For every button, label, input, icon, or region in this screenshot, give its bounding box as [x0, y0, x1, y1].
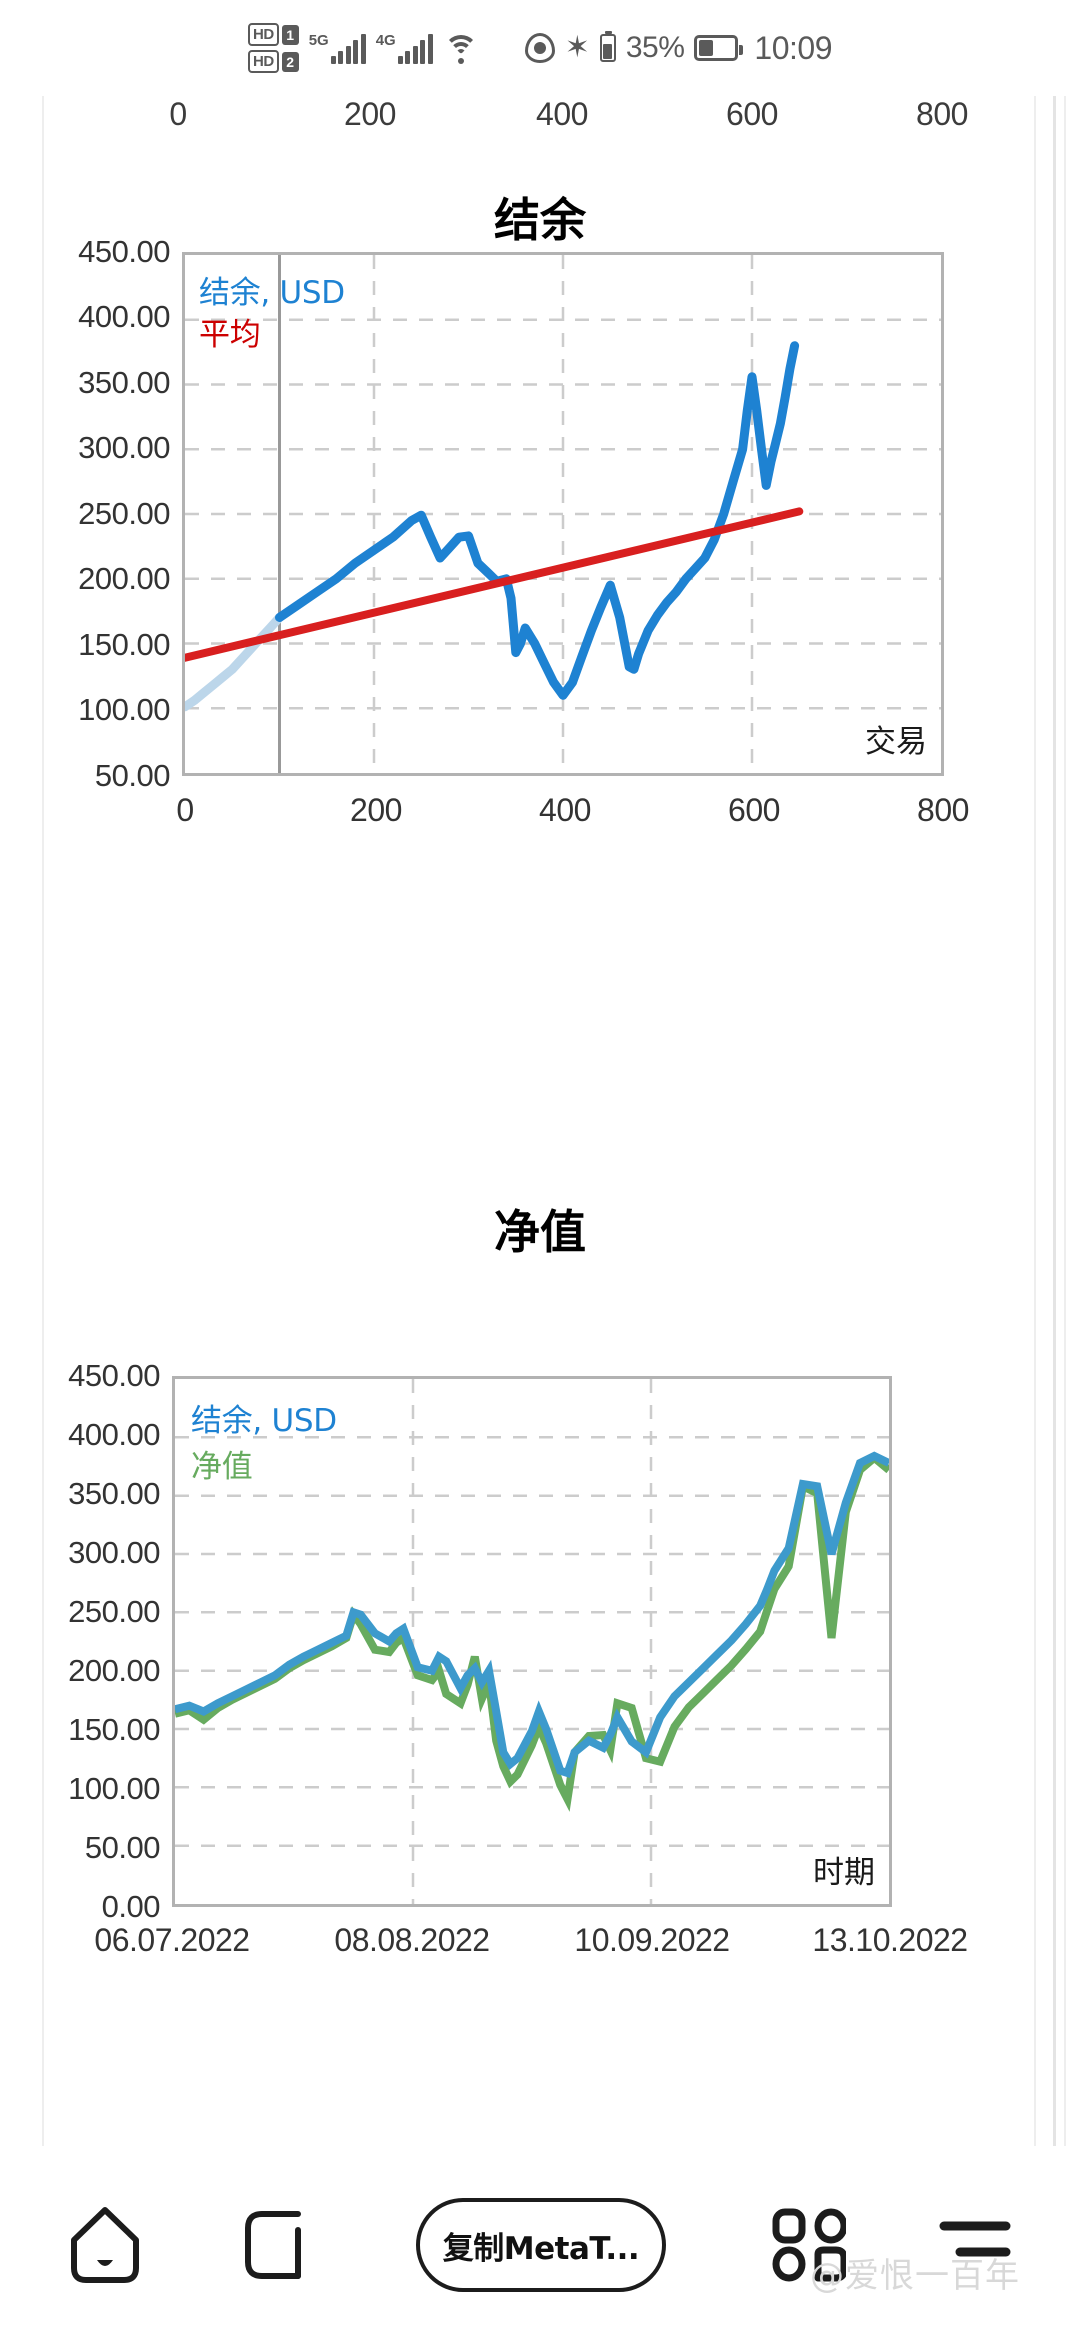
equity-chart-title: 净值: [494, 1205, 586, 1259]
x-tick-label: 600: [728, 792, 780, 828]
page-right-rule-2: [1064, 96, 1066, 2156]
balance-chart: 结余 450.00 400.00 350.00 300.00 250.00 20…: [0, 140, 1080, 1180]
equity-chart: 净值 450.00 400.00 350.00 300.00 250.00 20…: [0, 1196, 1080, 2156]
clipped-axis-tick: 800: [916, 96, 968, 132]
equity-plot-area[interactable]: 结余, USD 净值 时期: [172, 1376, 892, 1907]
report-page: 0 200 400 600 800 结余 450.00 400.00 350.0…: [0, 96, 1080, 2246]
sim1-number: 1: [281, 24, 299, 45]
y-tick-label: 350.00: [78, 365, 170, 400]
eye-comfort-icon: [524, 33, 555, 63]
vertical-gridlines: [411, 1379, 653, 1904]
battery-percent-label: 35%: [625, 31, 685, 64]
x-tick-label: 08.08.2022: [334, 1922, 490, 1958]
balance-history-line: [185, 613, 284, 712]
y-tick-label: 300.00: [68, 1535, 160, 1570]
clock-label: 10:09: [754, 29, 832, 66]
y-tick-label: 100.00: [78, 692, 170, 727]
y-tick-label: 400.00: [68, 1417, 160, 1452]
y-tick-label: 150.00: [78, 627, 170, 662]
x-tick-label: 800: [917, 792, 969, 828]
y-tick-label: 450.00: [78, 234, 170, 269]
signal-bars-4g-icon: 4G: [376, 33, 433, 64]
equity-plot-svg: [175, 1379, 889, 1904]
signal-strength-bars-1: [330, 33, 366, 64]
balance-line: [175, 1451, 889, 1779]
balance-line: [275, 341, 800, 700]
page-scrollbar[interactable]: [1053, 96, 1056, 2156]
x-tick-label: 0: [176, 792, 194, 828]
y-tick-label: 400.00: [78, 299, 170, 334]
sim2-number: 2: [281, 51, 299, 72]
clipped-axis-tick: 0: [169, 96, 187, 132]
home-icon[interactable]: [70, 2206, 140, 2284]
battery-small-icon: [599, 31, 616, 62]
y-tick-label: 250.00: [68, 1594, 160, 1629]
x-tick-label: 400: [539, 792, 591, 828]
status-bar: HD 1 HD 2 5G 4G ✶ 35% 10:09: [0, 0, 1080, 96]
y-tick-label: 0.00: [101, 1889, 161, 1924]
legend-average: 平均: [199, 317, 261, 353]
back-icon[interactable]: [242, 2208, 308, 2282]
average-trend-line: [185, 507, 804, 662]
y-tick-label: 250.00: [78, 496, 170, 531]
y-tick-label: 350.00: [68, 1476, 160, 1511]
y-tick-label: 100.00: [68, 1771, 160, 1806]
network-type-4g-label: 4G: [375, 31, 396, 49]
hd-sim2-icon: HD: [248, 50, 279, 73]
y-tick-label: 200.00: [78, 561, 170, 596]
y-tick-label: 300.00: [78, 430, 170, 465]
network-type-5g-label: 5G: [308, 31, 329, 49]
balance-plot-svg: [185, 255, 941, 773]
page-right-rule-1: [1034, 96, 1036, 2156]
clipped-axis-tick: 200: [344, 96, 396, 132]
equity-line: [175, 1452, 889, 1812]
balance-chart-title: 结余: [494, 193, 586, 247]
y-tick-label: 450.00: [68, 1358, 160, 1393]
horizontal-gridlines: [185, 318, 941, 710]
battery-icon: [694, 35, 744, 61]
page-left-rule: [42, 96, 44, 2156]
horizontal-gridlines: [175, 1436, 889, 1847]
signal-strength-bars-2: [397, 33, 433, 64]
equity-x-axis-name: 时期: [813, 1855, 875, 1891]
x-tick-label: 200: [350, 792, 402, 828]
hd-sim1-icon: HD: [248, 23, 279, 46]
sim-indicators: HD 1 HD 2: [248, 23, 299, 73]
x-tick-label: 10.09.2022: [574, 1922, 730, 1958]
hd-sim-stack: HD 1 HD 2: [248, 23, 299, 73]
x-tick-label: 13.10.2022: [812, 1922, 968, 1958]
bluetooth-icon: ✶: [564, 31, 590, 64]
y-tick-label: 150.00: [68, 1712, 160, 1747]
wifi-icon: [443, 33, 479, 64]
hd-sim1-row: HD 1: [248, 23, 299, 46]
balance-x-axis-name: 交易: [865, 724, 927, 760]
y-tick-label: 50.00: [84, 1830, 161, 1865]
x-tick-label: 06.07.2022: [94, 1922, 250, 1958]
balance-plot-area[interactable]: 结余, USD 平均 交易: [182, 252, 944, 776]
clipped-axis-tick: 400: [536, 96, 588, 132]
apps-icon[interactable]: [772, 2208, 848, 2282]
vertical-gridlines: [372, 255, 754, 773]
signal-bars-5g-icon: 5G: [309, 33, 366, 64]
clipped-axis-tick: 600: [726, 96, 778, 132]
hd-sim2-row: HD 2: [248, 50, 299, 73]
legend-balance: 结余, USD: [191, 1403, 337, 1439]
legend-balance: 结余, USD: [199, 275, 345, 311]
y-tick-label: 50.00: [94, 758, 171, 793]
clipped-chart-axis: 0 200 400 600 800: [0, 96, 1080, 140]
bottom-navigation-bar: 复制MetaT...: [0, 2146, 1080, 2340]
y-tick-label: 200.00: [68, 1653, 160, 1688]
legend-equity: 净值: [191, 1449, 253, 1485]
copy-metatrader-button[interactable]: 复制MetaT...: [416, 2198, 666, 2292]
menu-icon[interactable]: [938, 2216, 1012, 2270]
